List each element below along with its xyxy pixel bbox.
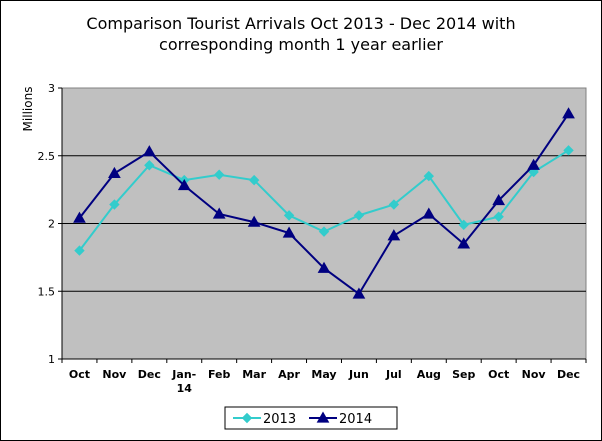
series-group: [73, 107, 575, 299]
data-point: [527, 158, 540, 170]
legend-marker: [316, 411, 330, 423]
data-point: [74, 245, 85, 256]
x-tick-label: Oct: [69, 368, 90, 381]
x-axis-ticks: Oct Nov Dec Jan-14 Feb Mar Apr May Jun Jul Aug Sep O…: [61, 358, 587, 395]
data-point: [109, 199, 120, 210]
data-point: [212, 207, 226, 219]
legend-label: 2013: [263, 412, 296, 427]
x-tick-label: Jun: [348, 368, 369, 381]
x-tick-label: Sep: [452, 368, 475, 381]
x-tick-label: Oct: [488, 368, 509, 381]
x-tick-label: 14: [177, 382, 193, 395]
data-point: [142, 145, 156, 157]
data-point: [352, 287, 366, 299]
data-point: [177, 179, 191, 191]
y-tick-label: 3: [48, 82, 55, 95]
x-tick-label: Mar: [242, 368, 266, 381]
series-2014: [73, 107, 575, 299]
data-point: [458, 219, 469, 231]
data-point: [318, 226, 330, 237]
data-point: [457, 237, 471, 249]
data-point: [283, 210, 295, 221]
chart-title-line-2: corresponding month 1 year earlier: [159, 35, 443, 54]
y-axis-ticks: 1 1.5 2 2.5 3: [38, 82, 63, 366]
data-point: [492, 193, 506, 206]
data-point: [73, 211, 86, 223]
legend-label: 2014: [339, 412, 372, 427]
legend-marker: [241, 412, 253, 424]
data-point: [282, 226, 296, 238]
y-tick-label: 1: [48, 353, 55, 366]
data-point: [247, 215, 261, 227]
x-tick-label: Dec: [138, 368, 161, 381]
x-tick-label: Aug: [417, 368, 441, 381]
data-point: [213, 169, 225, 180]
x-tick-label: May: [311, 368, 336, 381]
chart-title: Comparison Tourist Arrivals Oct 2013 - D…: [1, 13, 601, 55]
data-point: [388, 199, 400, 210]
x-tick-label: Jul: [385, 368, 402, 381]
x-tick-label: Dec: [557, 368, 580, 381]
data-point: [108, 166, 121, 178]
chart-title-line-1: Comparison Tourist Arrivals Oct 2013 - D…: [86, 14, 516, 33]
data-point: [423, 170, 435, 182]
x-tick-label: Nov: [522, 368, 547, 381]
data-point: [387, 229, 401, 241]
data-point: [493, 211, 504, 222]
y-axis-label: Millions: [21, 87, 35, 132]
data-point: [563, 145, 574, 156]
y-tick-label: 2.5: [38, 150, 56, 163]
y-tick-label: 1.5: [38, 285, 56, 298]
data-point: [144, 160, 155, 171]
data-point: [562, 107, 575, 119]
data-point: [248, 174, 260, 186]
x-tick-label: Feb: [208, 368, 231, 381]
legend-item-2013: 2013: [233, 412, 296, 427]
data-point: [353, 210, 365, 221]
data-point: [317, 261, 331, 273]
y-tick-label: 2: [48, 218, 55, 231]
x-tick-label: Jan-: [171, 368, 196, 381]
x-tick-label: Nov: [102, 368, 127, 381]
legend: 2013 2014: [224, 406, 398, 430]
data-point: [422, 207, 436, 219]
legend-item-2014: 2014: [309, 411, 372, 427]
x-tick-label: Apr: [278, 368, 300, 381]
